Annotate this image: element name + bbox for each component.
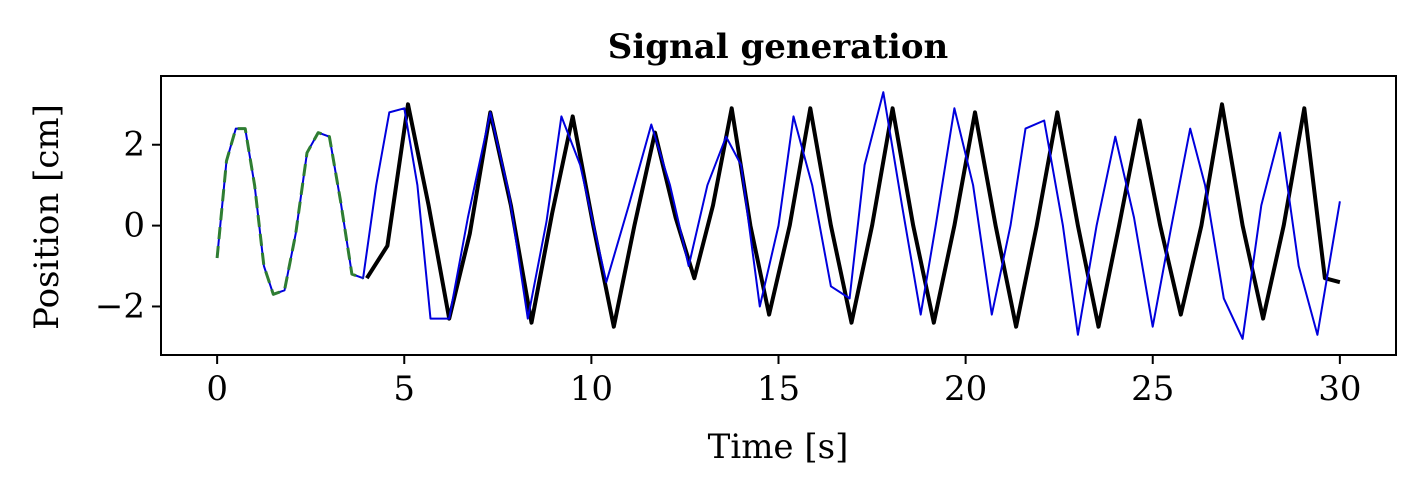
x-tick-label: 0 [206, 369, 228, 409]
x-tick-label: 10 [570, 369, 613, 409]
y-tick-label: 2 [123, 125, 145, 165]
y-tick-label: −2 [95, 286, 145, 326]
x-axis-label: Time [s] [708, 427, 849, 467]
series-line-2 [216, 91, 1341, 340]
series-line-1 [365, 102, 1341, 329]
y-tick-label: 0 [123, 206, 145, 246]
x-tick-label: 30 [1318, 369, 1361, 409]
x-tick-label: 20 [944, 369, 987, 409]
y-axis-label: Position [cm] [27, 104, 67, 330]
x-axis: 0 5 10 15 20 25 30 [206, 355, 1361, 409]
series-layer [215, 91, 1341, 340]
y-axis: −2 0 2 [95, 125, 161, 326]
x-tick-label: 5 [393, 369, 415, 409]
chart-title: Signal generation [608, 27, 948, 67]
x-tick-label: 25 [1131, 369, 1174, 409]
series-line-3 [215, 127, 364, 296]
x-tick-label: 15 [757, 369, 800, 409]
